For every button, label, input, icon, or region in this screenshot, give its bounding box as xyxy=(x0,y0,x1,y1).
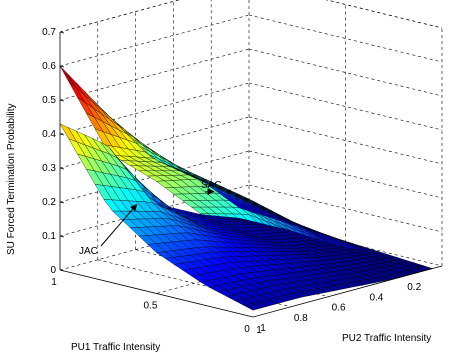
z-tick-mark xyxy=(59,99,65,102)
annotation-arrow-sac xyxy=(204,188,215,196)
z-tick-mark xyxy=(59,269,65,272)
y-tick-label: 0.2 xyxy=(407,282,421,293)
x-tick-label: 0.5 xyxy=(144,301,158,312)
annotation-label-jac: JAC xyxy=(79,246,98,257)
z-tick-mark xyxy=(59,167,65,170)
tick-labels: 0 0.1 0.2 0.3 0.4 0.5 0.6 0.7 0 0.5 1 0.2 0.4 0.6 0.8 1… xyxy=(42,27,421,336)
y-axis-label: PU2 Traffic Intensity xyxy=(342,333,431,344)
z-tick-label: 0.4 xyxy=(42,129,56,140)
annotation-label-sac: SAC xyxy=(201,180,222,191)
surface-patch-sac xyxy=(59,65,78,89)
z-tick-label: 0.6 xyxy=(42,61,56,72)
x-axis-line xyxy=(59,269,254,318)
y-tick-label: 1 xyxy=(260,323,266,334)
z-tick-mark xyxy=(59,201,65,204)
z-tick-mark xyxy=(59,65,65,68)
grid-line-z xyxy=(59,82,250,135)
z-tick-label: 0.1 xyxy=(42,231,56,242)
x-tick-label: 1 xyxy=(51,277,57,288)
z-tick-mark xyxy=(59,235,65,238)
z-axis-label: SU Forced Termination Probability xyxy=(6,103,17,255)
z-tick-mark xyxy=(59,31,65,34)
axes-box-front xyxy=(59,265,443,318)
z-tick-mark xyxy=(59,133,65,136)
z-tick-label: 0.3 xyxy=(42,163,56,174)
grid-line-z xyxy=(59,0,180,33)
x-tick-label: 0 xyxy=(244,324,250,335)
grid-line-z xyxy=(59,48,250,101)
annotations: SAC JAC xyxy=(79,180,222,257)
z-tick-label: 0.5 xyxy=(42,95,56,106)
z-tick-label: 0.7 xyxy=(42,27,56,38)
y-tick-label: 0.4 xyxy=(369,292,383,303)
surfaces xyxy=(59,65,434,311)
y-tick-label: 0.6 xyxy=(332,303,346,314)
y-axis-line xyxy=(252,265,443,318)
annotation-arrow-jac xyxy=(100,203,138,247)
y-tick-label: 0.8 xyxy=(294,313,308,324)
grid-line-z xyxy=(59,14,250,67)
top-back-edge xyxy=(59,0,180,33)
y-tick-label: 1 xyxy=(256,325,262,336)
z-tick-label: 0.2 xyxy=(42,197,56,208)
z-tick-label: 0 xyxy=(50,265,56,276)
x-axis-label: PU1 Traffic Intensity xyxy=(71,342,160,353)
